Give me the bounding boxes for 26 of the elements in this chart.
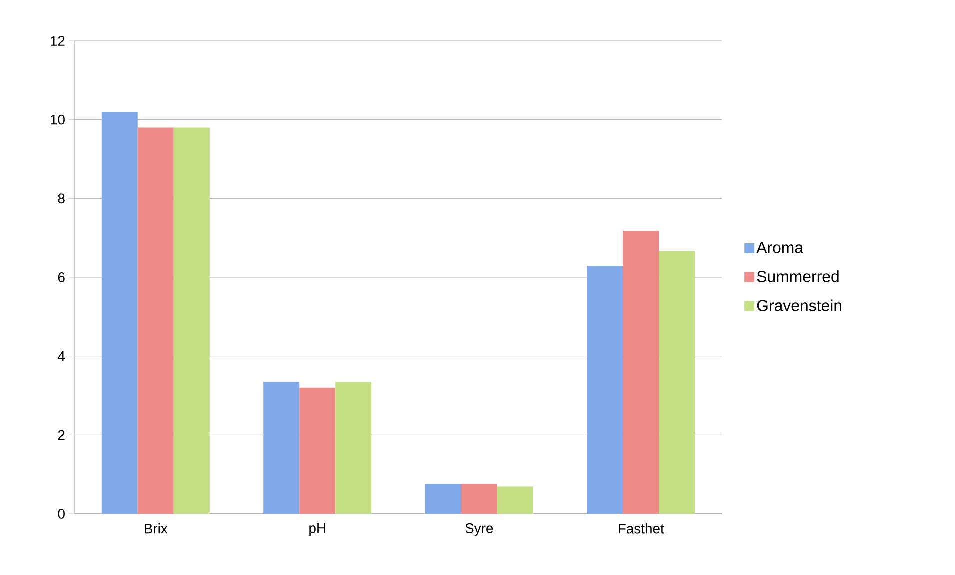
x-tick-label: pH <box>310 524 326 536</box>
x-tick-label: Syre <box>466 524 494 536</box>
bar <box>102 112 138 514</box>
bar <box>336 382 372 514</box>
y-tick-label: 10 <box>51 114 65 125</box>
bar <box>659 251 696 514</box>
legend-label: Summerred <box>757 270 839 282</box>
bar <box>264 382 300 514</box>
bar <box>138 128 174 514</box>
bar <box>497 486 534 514</box>
x-tick-label: Fasthet <box>619 524 664 534</box>
bar <box>623 230 660 514</box>
x-tick-label: Brix <box>145 524 168 534</box>
bar <box>461 484 498 514</box>
y-tick-label: 8 <box>58 194 65 204</box>
y-tick-label: 12 <box>51 36 65 46</box>
bar <box>174 128 210 514</box>
legend-label: Gravenstein <box>757 300 842 312</box>
bar <box>300 388 336 514</box>
y-tick-label: 4 <box>58 352 66 362</box>
y-tick-label: 2 <box>58 430 65 440</box>
bar <box>587 266 624 514</box>
y-tick-label: 0 <box>58 509 65 519</box>
y-tick-label: 6 <box>58 272 65 282</box>
legend-label: Aroma <box>756 242 804 254</box>
bar <box>425 484 462 514</box>
